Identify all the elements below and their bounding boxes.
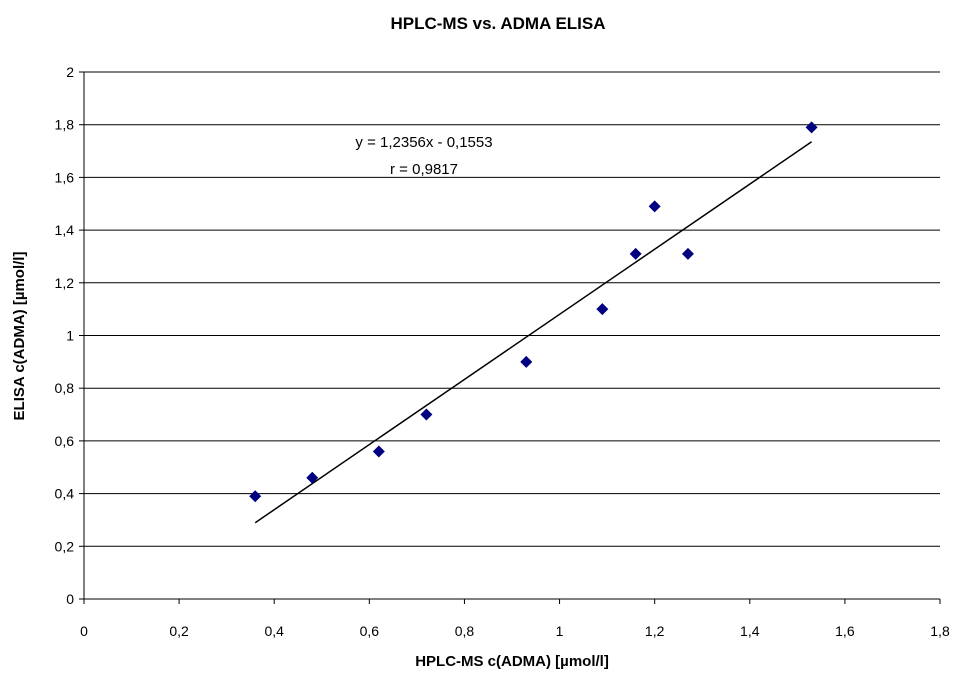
- x-tick-label-8: 1,6: [835, 623, 855, 639]
- data-point-7: [648, 200, 661, 213]
- y-tick-label-8: 1,6: [55, 169, 75, 185]
- data-point-4: [520, 355, 533, 368]
- x-tick-label-1: 0,2: [169, 623, 189, 639]
- data-point-3: [420, 408, 433, 421]
- data-point-1: [306, 471, 319, 484]
- y-tick-label-4: 0,8: [55, 380, 75, 396]
- data-point-8: [681, 247, 694, 260]
- data-point-2: [372, 445, 385, 458]
- linear-trendline: [254, 141, 813, 524]
- x-tick-label-9: 1,8: [930, 623, 950, 639]
- y-tick-label-0: 0: [66, 591, 74, 607]
- x-tick-label-7: 1,4: [740, 623, 760, 639]
- y-tick-label-7: 1,4: [55, 222, 75, 238]
- y-axis-title: ELISA c(ADMA) [µmol/l]: [11, 252, 28, 421]
- data-point-0: [249, 490, 262, 503]
- x-tick-label-5: 1: [556, 623, 564, 639]
- x-tick-label-4: 0,8: [455, 623, 475, 639]
- data-point-6: [629, 247, 642, 260]
- x-tick-label-2: 0,4: [264, 623, 284, 639]
- data-point-9: [805, 121, 818, 134]
- y-tick-label-1: 0,2: [55, 538, 75, 554]
- y-tick-label-6: 1,2: [55, 275, 75, 291]
- y-tick-label-2: 0,4: [55, 486, 75, 502]
- correlation-coefficient: r = 0,9817: [390, 161, 458, 178]
- x-tick-label-6: 1,2: [645, 623, 665, 639]
- data-points: [249, 121, 818, 503]
- x-axis-title: HPLC-MS c(ADMA) [µmol/l]: [415, 653, 609, 670]
- y-tick-label-10: 2: [66, 64, 74, 80]
- x-axis-ticks: 0 0,2 0,4 0,6 0,8 1 1,2 1,4 1,6 1,8: [80, 599, 950, 639]
- chart-title: HPLC-MS vs. ADMA ELISA: [390, 14, 605, 33]
- x-tick-label-0: 0: [80, 623, 88, 639]
- y-tick-label-3: 0,6: [55, 433, 75, 449]
- y-tick-label-9: 1,8: [55, 117, 75, 133]
- horizontal-gridlines: [84, 71, 940, 547]
- y-tick-label-5: 1: [66, 328, 74, 344]
- x-tick-label-3: 0,6: [360, 623, 380, 639]
- y-axis-ticks: 0 0,2 0,4 0,6 0,8 1 1,2 1,4 1,6 1,8 2: [55, 64, 84, 607]
- data-point-5: [596, 303, 609, 316]
- trendline-equation: y = 1,2356x - 0,1553: [355, 134, 492, 151]
